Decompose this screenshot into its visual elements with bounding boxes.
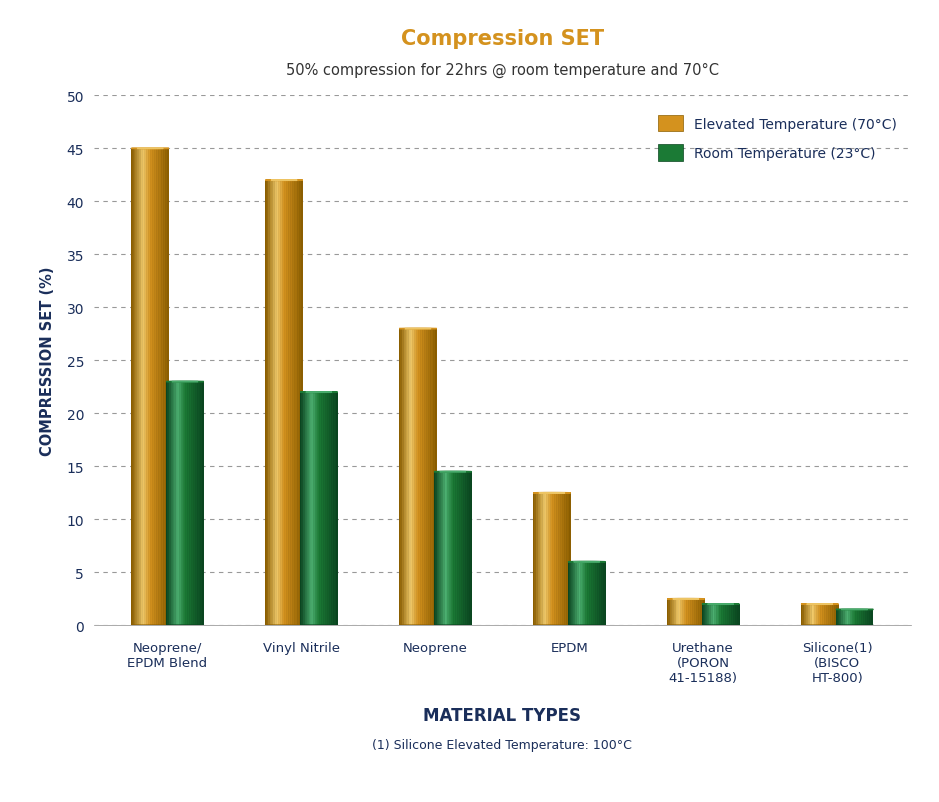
Y-axis label: COMPRESSION SET (%): COMPRESSION SET (%) (40, 266, 55, 456)
Text: 50% compression for 22hrs @ room temperature and 70°C: 50% compression for 22hrs @ room tempera… (285, 63, 719, 78)
Legend: Elevated Temperature (70°C), Room Temperature (23°C): Elevated Temperature (70°C), Room Temper… (651, 108, 904, 168)
Text: MATERIAL TYPES: MATERIAL TYPES (423, 707, 581, 724)
Text: (1) Silicone Elevated Temperature: 100°C: (1) Silicone Elevated Temperature: 100°C (373, 738, 632, 751)
Text: Compression SET: Compression SET (401, 29, 604, 49)
